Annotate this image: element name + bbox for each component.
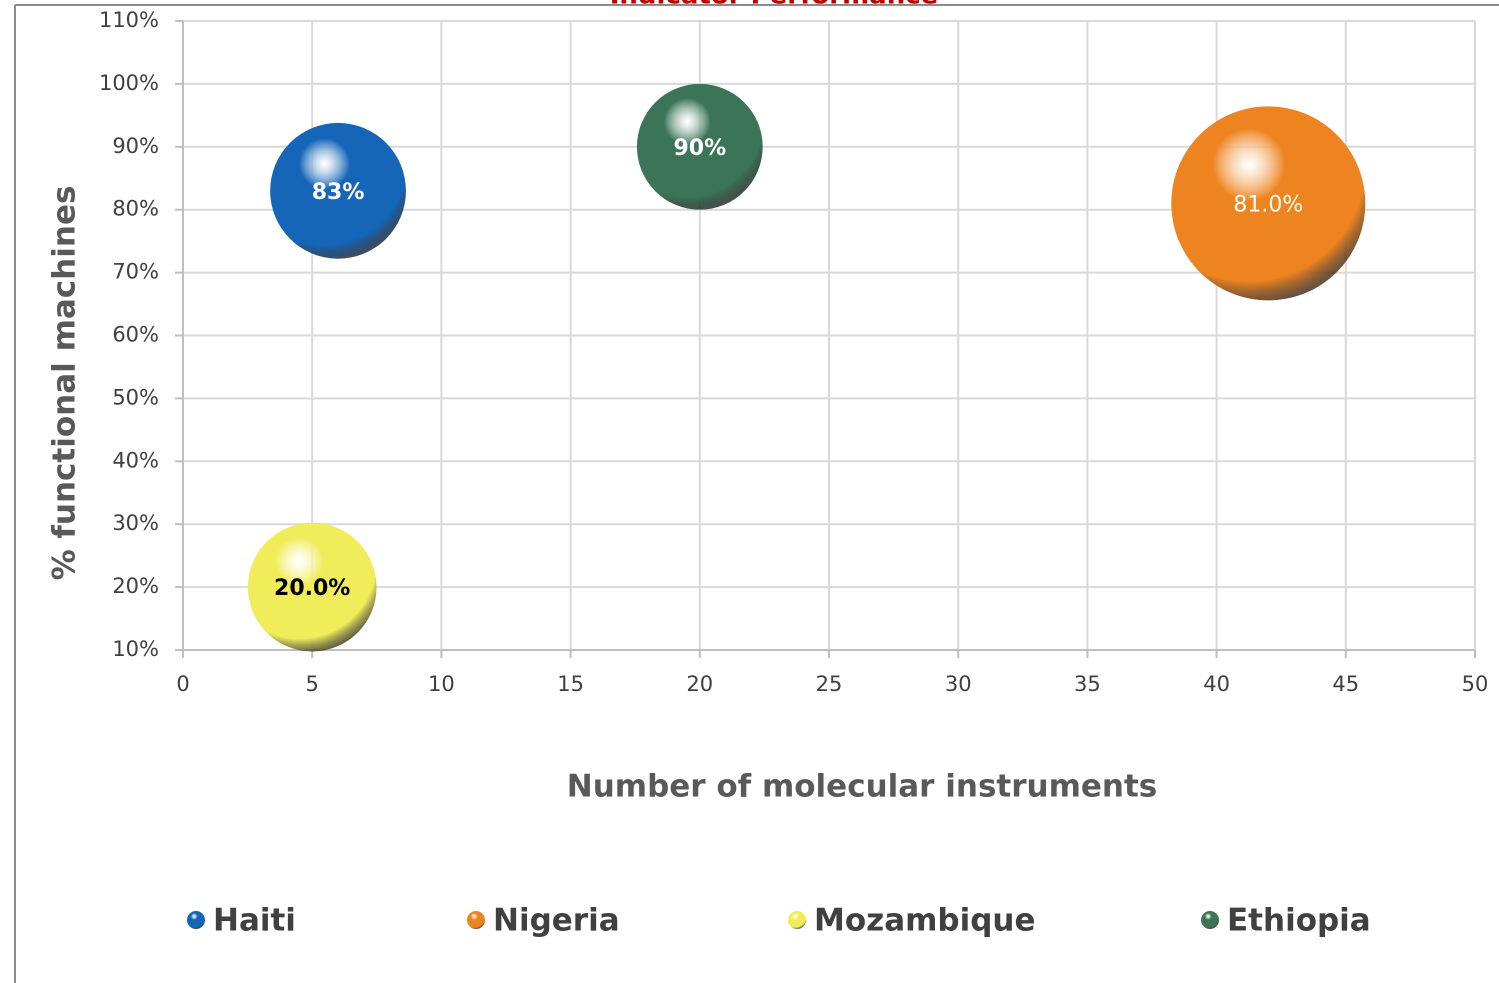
legend-marker	[187, 911, 205, 929]
y-axis-title: % functional machines	[47, 186, 83, 581]
x-tick-label: 20	[686, 672, 713, 696]
data-label: 90%	[673, 136, 726, 161]
bubble	[270, 122, 406, 259]
bubble	[1171, 106, 1366, 301]
data-label: 20.0%	[274, 576, 350, 601]
data-label: 83%	[312, 180, 365, 205]
y-tick-label: 90%	[112, 134, 159, 158]
x-tick-label: 5	[306, 672, 319, 696]
y-tick-label: 20%	[112, 574, 159, 598]
x-tick-label: 10	[428, 672, 455, 696]
y-tick-label: 10%	[112, 637, 159, 661]
x-tick-label: 25	[816, 672, 843, 696]
bubble	[636, 83, 763, 210]
x-tick-label: 40	[1203, 672, 1230, 696]
y-tick-label: 70%	[112, 260, 159, 284]
y-tick-label: 30%	[112, 511, 159, 535]
x-tick-label: 35	[1074, 672, 1101, 696]
chart-title: Indicator Performance	[610, 0, 939, 11]
y-tick-label: 50%	[112, 385, 159, 409]
x-tick-label: 50	[1462, 672, 1489, 696]
data-label: 81.0%	[1233, 192, 1303, 217]
legend-marker	[788, 911, 806, 929]
x-tick-label: 45	[1332, 672, 1359, 696]
x-tick-label: 15	[557, 672, 584, 696]
legend-label: Haiti	[213, 903, 296, 939]
y-tick-label: 40%	[112, 448, 159, 472]
bubble	[247, 522, 377, 652]
legend-label: Mozambique	[814, 903, 1036, 939]
y-tick-label: 80%	[112, 197, 159, 221]
legend-marker	[1201, 911, 1219, 929]
y-tick-label: 110%	[99, 8, 159, 32]
x-tick-label: 30	[945, 672, 972, 696]
legend-label: Nigeria	[493, 903, 620, 939]
legend-marker	[467, 911, 485, 929]
x-tick-label: 0	[176, 672, 189, 696]
y-tick-label: 100%	[99, 71, 159, 95]
y-tick-label: 60%	[112, 323, 159, 347]
x-axis-title: Number of molecular instruments	[567, 769, 1158, 805]
legend-label: Ethiopia	[1227, 903, 1371, 939]
